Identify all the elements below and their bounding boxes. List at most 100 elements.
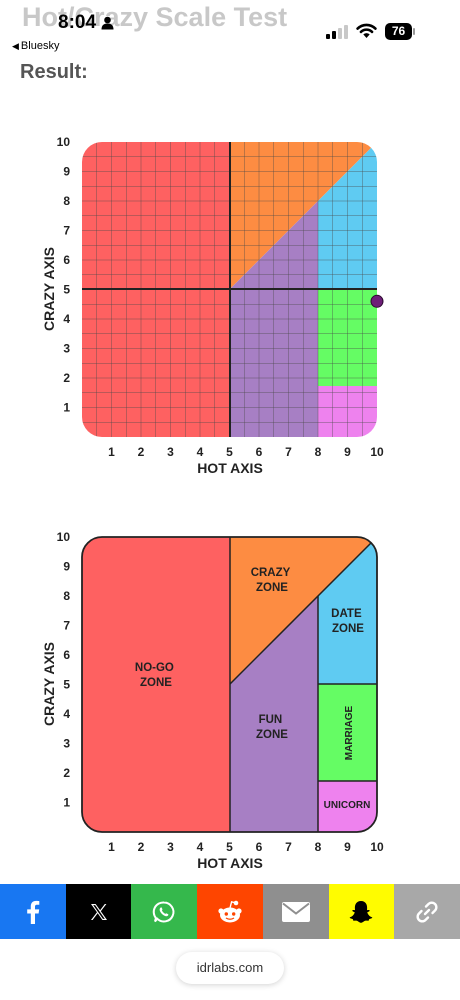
zone-label-crazy-line: ZONE xyxy=(256,582,288,594)
y-tick-label: 5 xyxy=(63,283,70,297)
y-tick-label: 10 xyxy=(57,530,71,544)
zone-fun-area xyxy=(230,596,318,832)
battery-level: 76 xyxy=(385,23,412,40)
y-tick-label: 3 xyxy=(63,737,70,751)
zone-label-date: DATE ZONE xyxy=(331,608,365,635)
zone-label-date-line: DATE xyxy=(331,608,362,620)
zone-unicorn-area xyxy=(318,781,377,832)
y-tick-label: 8 xyxy=(63,194,70,208)
x-tick-label: 6 xyxy=(256,840,263,854)
share-bar xyxy=(0,884,460,939)
x-tick-label: 4 xyxy=(197,840,204,854)
cellular-signal-icon xyxy=(326,25,348,39)
email-icon xyxy=(281,901,310,922)
x-tick-label: 3 xyxy=(167,445,174,459)
x-tick-label: 7 xyxy=(285,840,292,854)
x-tick-label: 9 xyxy=(344,840,351,854)
share-whatsapp-button[interactable] xyxy=(131,884,198,939)
back-to-app-link[interactable]: ◀ Bluesky xyxy=(12,40,59,52)
zone-label-crazy-line: CRAZY xyxy=(251,567,291,579)
y-tick-label: 7 xyxy=(63,224,70,238)
x-tick-label: 10 xyxy=(370,445,384,459)
back-app-label: Bluesky xyxy=(20,40,60,52)
x-axis-label: HOT AXIS xyxy=(197,855,263,871)
x-tick-label: 4 xyxy=(197,445,204,459)
status-bar: Hot/Crazy Scale Test 8:04 ◀ Bluesky 76 xyxy=(0,0,460,60)
y-tick-label: 4 xyxy=(63,312,70,326)
url-bar[interactable]: idrlabs.com xyxy=(176,952,284,984)
zone-label-unicorn: UNICORN xyxy=(324,800,371,811)
x-tick-label: 8 xyxy=(315,445,322,459)
snapchat-icon xyxy=(350,900,373,923)
zones-chart-svg: NO-GO ZONE CRAZY ZONE FUN ZONE DATE ZONE… xyxy=(41,530,384,871)
y-tick-label: 1 xyxy=(63,796,70,810)
x-tick-label: 1 xyxy=(108,840,115,854)
y-tick-label: 5 xyxy=(63,678,70,692)
y-axis-label: CRAZY AXIS xyxy=(41,247,57,331)
share-email-button[interactable] xyxy=(262,884,329,939)
x-axis-label: HOT AXIS xyxy=(197,460,263,476)
y-tick-label: 9 xyxy=(63,560,70,574)
x-tick-label: 1 xyxy=(108,445,115,459)
share-facebook-button[interactable] xyxy=(0,884,66,939)
x-tick-label: 6 xyxy=(256,445,263,459)
y-axis-label: CRAZY AXIS xyxy=(41,642,57,726)
back-arrow-icon: ◀ xyxy=(12,41,19,51)
x-tick-label: 2 xyxy=(138,445,145,459)
share-x-button[interactable] xyxy=(65,884,132,939)
y-tick-label: 6 xyxy=(63,253,70,267)
zone-date-area xyxy=(318,537,377,684)
y-tick-label: 10 xyxy=(57,135,71,149)
result-label: Result: xyxy=(20,61,88,83)
x-tick-labels: 1 2 3 4 5 6 7 8 9 10 xyxy=(108,840,384,854)
x-tick-label: 3 xyxy=(167,840,174,854)
y-tick-labels: 1 2 3 4 5 6 7 8 9 10 xyxy=(57,135,71,415)
share-reddit-button[interactable] xyxy=(197,884,263,939)
result-chart: 1 2 3 4 5 6 7 8 9 10 1 2 3 4 5 6 7 8 9 10 HOT AXIS CRAZY A… xyxy=(0,130,460,480)
x-logo-icon xyxy=(90,903,107,920)
x-tick-label: 7 xyxy=(285,445,292,459)
zones-chart: NO-GO ZONE CRAZY ZONE FUN ZONE DATE ZONE… xyxy=(0,525,460,875)
x-tick-label: 5 xyxy=(226,445,233,459)
y-tick-label: 1 xyxy=(63,401,70,415)
y-tick-label: 2 xyxy=(63,371,70,385)
y-tick-labels: 1 2 3 4 5 6 7 8 9 10 xyxy=(57,530,71,810)
zone-label-date-line: ZONE xyxy=(332,623,364,635)
x-tick-label: 8 xyxy=(315,840,322,854)
zone-label-nogo-line: ZONE xyxy=(140,677,172,689)
y-tick-label: 8 xyxy=(63,589,70,603)
link-icon xyxy=(416,900,438,923)
share-snapchat-button[interactable] xyxy=(328,884,395,939)
y-tick-label: 9 xyxy=(63,165,70,179)
zone-label-nogo: NO-GO ZONE xyxy=(135,662,177,689)
zone-label-marriage: MARRIAGE xyxy=(344,705,355,760)
battery-icon: 76 xyxy=(385,23,415,40)
y-tick-label: 6 xyxy=(63,648,70,662)
facebook-icon xyxy=(27,900,40,924)
reddit-icon xyxy=(218,900,242,922)
zone-label-crazy: CRAZY ZONE xyxy=(251,567,294,594)
x-tick-label: 10 xyxy=(370,840,384,854)
share-copy-link-button[interactable] xyxy=(394,884,460,939)
y-tick-label: 7 xyxy=(63,619,70,633)
status-time: 8:04 xyxy=(58,12,97,33)
zone-marriage-area xyxy=(318,684,377,781)
x-tick-label: 2 xyxy=(138,840,145,854)
whatsapp-icon xyxy=(153,900,175,922)
person-icon xyxy=(101,16,114,30)
zone-label-fun-line: FUN xyxy=(259,714,283,726)
x-tick-label: 5 xyxy=(226,840,233,854)
x-tick-label: 9 xyxy=(344,445,351,459)
wifi-icon xyxy=(356,23,377,38)
x-tick-labels: 1 2 3 4 5 6 7 8 9 10 xyxy=(108,445,384,459)
y-tick-label: 4 xyxy=(63,707,70,721)
y-tick-label: 3 xyxy=(63,342,70,356)
zone-label-fun-line: ZONE xyxy=(256,729,288,741)
zone-label-nogo-line: NO-GO xyxy=(135,662,174,674)
y-tick-label: 2 xyxy=(63,766,70,780)
page-title: Hot/Crazy Scale Test xyxy=(22,2,288,32)
zone-label-fun: FUN ZONE xyxy=(256,714,288,741)
zone-nogo-area xyxy=(82,537,230,832)
result-point xyxy=(370,294,384,308)
result-chart-svg: 1 2 3 4 5 6 7 8 9 10 1 2 3 4 5 6 7 8 9 10 HOT AXIS CRAZY A… xyxy=(41,135,384,476)
